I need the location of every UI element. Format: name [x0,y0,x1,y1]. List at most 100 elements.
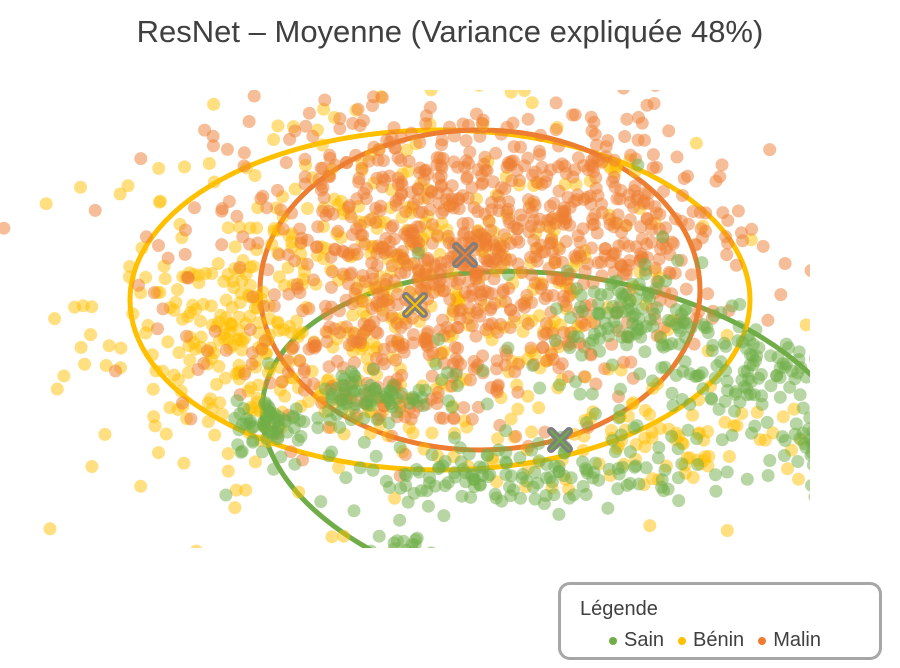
point-sain [602,462,616,476]
point-malin [591,189,605,202]
point-malin [534,238,548,252]
point-malin [731,204,745,218]
point-benin [252,316,266,330]
point-sain [418,383,432,397]
point-malin [465,289,479,303]
point-sain [399,469,413,483]
point-malin [778,257,792,270]
point-sain [856,468,869,481]
point-benin [474,90,484,92]
point-malin [389,353,403,367]
point-sain [814,425,827,438]
point-sain [671,471,685,485]
point-malin [628,179,642,193]
point-sain [410,550,423,563]
point-benin [43,522,57,536]
point-sain [846,432,859,445]
point-benin [161,335,175,349]
point-malin [426,346,440,360]
point-malin [268,288,281,302]
point-benin [192,276,206,290]
point-benin [229,599,242,612]
point-sain [513,451,527,465]
point-sain [691,458,705,472]
point-malin [514,140,527,154]
point-benin [221,221,235,235]
point-sain [357,387,371,401]
point-malin [257,299,271,313]
point-malin [454,357,468,371]
point-malin [433,411,447,425]
point-malin [528,165,542,179]
point-sain [501,341,515,355]
point-malin [310,240,323,254]
point-malin [370,259,384,273]
point-malin [353,119,367,132]
point-sain [390,392,404,406]
point-malin [132,278,145,292]
point-malin [180,329,193,343]
point-benin [156,364,170,378]
point-benin [230,333,244,346]
point-malin [521,151,535,165]
point-sain [602,329,616,343]
point-malin [650,90,660,92]
point-sain [827,444,840,457]
point-malin [503,321,517,335]
point-sain [799,440,810,454]
point-sain [335,369,349,383]
point-benin [302,395,315,409]
point-malin [595,206,609,219]
point-malin [298,177,312,191]
point-sain [755,389,769,403]
point-malin [804,264,810,277]
point-sain [658,360,672,374]
point-malin [421,167,435,181]
point-sain [458,466,472,480]
point-benin [123,260,137,273]
point-malin [763,143,777,157]
point-sain [623,445,637,459]
point-malin [308,341,322,355]
point-malin [0,221,11,235]
point-malin [383,235,397,249]
point-malin [377,342,391,356]
point-sain [393,513,407,527]
point-sain [481,449,495,463]
point-malin [387,121,401,135]
point-malin [539,317,553,331]
centroid-malin [452,242,478,268]
point-sain [219,488,233,502]
point-malin [463,373,477,387]
point-benin [504,90,518,99]
point-sain [763,454,777,467]
point-malin [615,225,628,239]
centroid-benin [402,292,428,318]
point-malin [688,238,702,252]
point-benin [183,353,197,367]
point-malin [257,65,270,78]
point-malin [504,303,517,317]
point-benin [68,300,82,314]
point-malin [326,265,339,279]
point-malin [388,141,402,155]
point-malin [288,254,302,268]
point-malin [372,143,386,157]
point-malin [511,257,525,271]
point-sain [291,433,305,447]
point-malin [247,90,261,103]
point-sain [533,381,547,395]
point-benin [217,274,231,288]
point-sain [813,419,826,432]
legend-box: Légende Sain Bénin Malin [558,582,882,660]
point-malin [200,344,214,358]
point-benin [425,426,439,440]
point-malin [433,268,447,282]
point-benin [207,97,221,111]
point-sain [255,445,269,459]
point-benin [288,182,302,196]
point-malin [447,411,461,425]
point-benin [491,432,505,446]
point-malin [586,39,599,52]
point-malin [433,151,447,165]
